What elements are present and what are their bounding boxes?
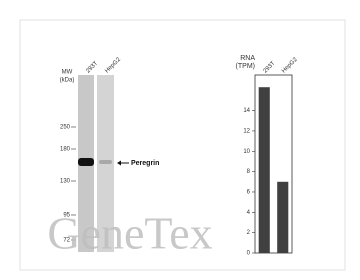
- figure: MW (kDa) Peregrin RNA (TPM) 250180130957…: [0, 0, 360, 280]
- mw-marker: 250: [60, 125, 71, 131]
- band-label: Peregrin: [131, 160, 159, 167]
- mw-label: MW: [62, 70, 73, 76]
- arrow-head: [117, 161, 121, 166]
- y-tick-label: 10: [243, 149, 250, 155]
- watermark: GeneTex: [47, 208, 212, 259]
- bar: [277, 182, 288, 253]
- mw-marker: 180: [60, 147, 71, 153]
- band: [99, 160, 112, 164]
- lane-label: 293T: [85, 60, 99, 74]
- mw-marker: 130: [60, 179, 71, 185]
- y-tick-label: 6: [247, 190, 251, 196]
- x-tick-label: 293T: [263, 60, 277, 74]
- rna-label: (TPM): [236, 63, 255, 70]
- y-tick-label: 8: [247, 169, 251, 175]
- x-tick-label: HepG2: [281, 56, 299, 74]
- y-tick-label: 2: [247, 230, 251, 236]
- y-tick-label: 12: [243, 129, 250, 135]
- y-tick-label: 14: [243, 108, 250, 114]
- bar: [259, 87, 270, 253]
- y-tick-label: 4: [247, 210, 251, 216]
- lane-label: HepG2: [104, 56, 122, 74]
- y-tick-label: 0: [247, 251, 251, 257]
- mw-label: (kDa): [60, 78, 75, 84]
- band: [78, 158, 94, 166]
- rna-label: RNA: [240, 55, 255, 62]
